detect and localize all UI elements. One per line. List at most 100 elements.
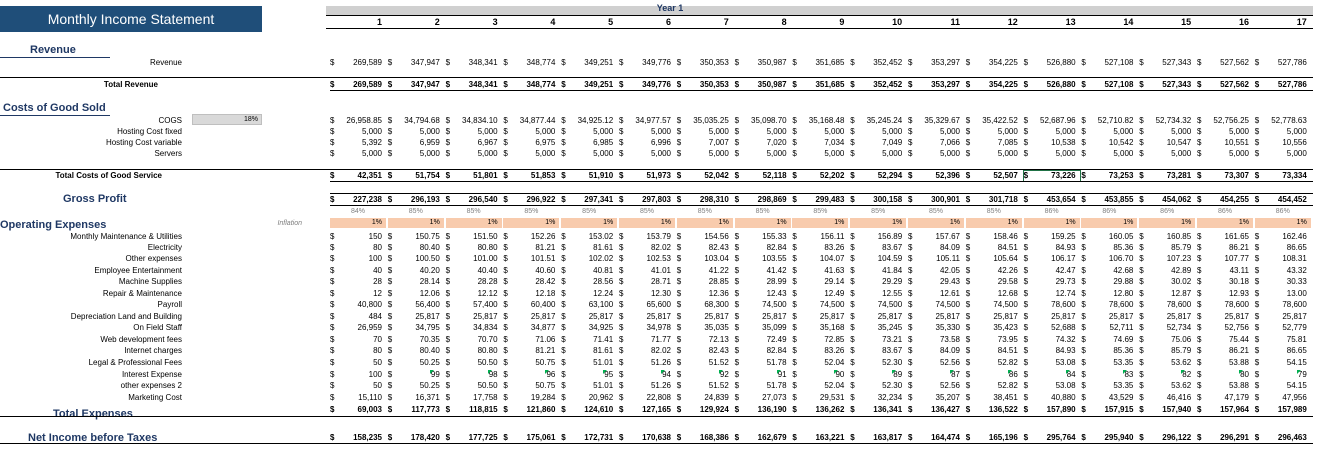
cell-internet[interactable]: $83.67 xyxy=(850,346,906,356)
cell-maintenance[interactable]: $159.25 xyxy=(1024,232,1080,242)
cell-net_income[interactable]: $295,940 xyxy=(1081,433,1137,443)
cell-interest[interactable]: $100 xyxy=(330,370,386,380)
cell-internet[interactable]: $80.80 xyxy=(446,346,502,356)
cell-electricity[interactable]: $82.84 xyxy=(735,243,791,253)
cell-entertainment[interactable]: $43.11 xyxy=(1197,266,1253,276)
cell-revenue[interactable]: $347,947 xyxy=(388,58,444,68)
cell-payroll[interactable]: $78,600 xyxy=(1139,300,1195,310)
cell-revenue[interactable]: $269,589 xyxy=(330,58,386,68)
cell-machine[interactable]: $28.71 xyxy=(619,277,675,287)
cell-total_revenue[interactable]: $348,774 xyxy=(503,80,559,90)
cell-revenue[interactable]: $351,685 xyxy=(792,58,848,68)
cell-total_cogs[interactable]: $51,853 xyxy=(503,171,559,181)
cell-marketing[interactable]: $20,962 xyxy=(561,393,617,403)
cell-total_revenue[interactable]: $348,341 xyxy=(446,80,502,90)
cell-web_dev[interactable]: $70.70 xyxy=(446,335,502,345)
cell-legal[interactable]: $51.26 xyxy=(619,358,675,368)
cell-gross_profit[interactable]: $227,238 xyxy=(330,195,386,205)
cell-machine[interactable]: $29.73 xyxy=(1024,277,1080,287)
cell-other_exp2[interactable]: $51.52 xyxy=(677,381,733,391)
cell-gross_profit[interactable]: $296,193 xyxy=(388,195,444,205)
cell-depreciation[interactable]: $25,817 xyxy=(619,312,675,322)
cell-repair[interactable]: $12.74 xyxy=(1024,289,1080,299)
cell-internet[interactable]: $81.61 xyxy=(561,346,617,356)
cell-depreciation[interactable]: $25,817 xyxy=(1255,312,1311,322)
cell-legal[interactable]: $50.75 xyxy=(503,358,559,368)
cell-entertainment[interactable]: $41.63 xyxy=(792,266,848,276)
cell-other_exp2[interactable]: $53.08 xyxy=(1024,381,1080,391)
cell-inflation[interactable]: 1% xyxy=(1197,218,1254,228)
cell-inflation[interactable]: 1% xyxy=(503,218,561,228)
cell-electricity[interactable]: $80.80 xyxy=(446,243,502,253)
cell-total_cogs[interactable]: $73,334 xyxy=(1255,171,1311,181)
cell-interest[interactable]: $91 xyxy=(735,370,791,380)
cell-servers[interactable]: $5,000 xyxy=(1024,149,1080,159)
cell-entertainment[interactable]: $40.81 xyxy=(561,266,617,276)
cell-legal[interactable]: $53.88 xyxy=(1197,358,1253,368)
cell-cogs[interactable]: $52,687.96 xyxy=(1024,116,1080,126)
cell-internet[interactable]: $80 xyxy=(330,346,386,356)
cell-legal[interactable]: $51.78 xyxy=(735,358,791,368)
cell-other_exp[interactable]: $107.23 xyxy=(1139,254,1195,264)
cell-depreciation[interactable]: $484 xyxy=(330,312,386,322)
cell-total_cogs[interactable]: $51,801 xyxy=(446,171,502,181)
cell-hosting_fixed[interactable]: $5,000 xyxy=(908,127,964,137)
cell-payroll[interactable]: $78,600 xyxy=(1024,300,1080,310)
cell-other_exp[interactable]: $104.59 xyxy=(850,254,906,264)
cell-hosting_variable[interactable]: $7,020 xyxy=(735,138,791,148)
cell-other_exp[interactable]: $105.11 xyxy=(908,254,964,264)
cell-machine[interactable]: $28 xyxy=(330,277,386,287)
cell-payroll[interactable]: $74,500 xyxy=(735,300,791,310)
cell-marketing[interactable]: $35,207 xyxy=(908,393,964,403)
cell-hosting_fixed[interactable]: $5,000 xyxy=(388,127,444,137)
cell-total_expenses[interactable]: $127,165 xyxy=(619,405,675,415)
cell-gp_pct[interactable]: 86% xyxy=(1275,208,1290,215)
cell-gp_pct[interactable]: 85% xyxy=(928,208,943,215)
cell-other_exp[interactable]: $104.07 xyxy=(792,254,848,264)
cell-maintenance[interactable]: $154.56 xyxy=(677,232,733,242)
cell-net_income[interactable]: $178,420 xyxy=(388,433,444,443)
cell-legal[interactable]: $54.15 xyxy=(1255,358,1311,368)
cell-machine[interactable]: $28.28 xyxy=(446,277,502,287)
cell-total_revenue[interactable]: $353,297 xyxy=(908,80,964,90)
cell-repair[interactable]: $12.80 xyxy=(1081,289,1137,299)
cell-net_income[interactable]: $296,291 xyxy=(1197,433,1253,443)
cell-total_cogs[interactable]: $52,042 xyxy=(677,171,733,181)
cell-gross_profit[interactable]: $453,855 xyxy=(1081,195,1137,205)
cell-repair[interactable]: $12.93 xyxy=(1197,289,1253,299)
cell-total_revenue[interactable]: $354,225 xyxy=(966,80,1022,90)
cell-machine[interactable]: $29.29 xyxy=(850,277,906,287)
cell-inflation[interactable]: 1% xyxy=(1254,218,1312,228)
cell-total_expenses[interactable]: $129,924 xyxy=(677,405,733,415)
cell-hosting_variable[interactable]: $5,392 xyxy=(330,138,386,148)
cell-depreciation[interactable]: $25,817 xyxy=(1197,312,1253,322)
cell-gp_pct[interactable]: 85% xyxy=(871,208,886,215)
cell-inflation[interactable]: 1% xyxy=(792,218,850,228)
cell-cogs[interactable]: $34,834.10 xyxy=(446,116,502,126)
cell-marketing[interactable]: $24,839 xyxy=(677,393,733,403)
cell-cogs[interactable]: $52,734.32 xyxy=(1139,116,1195,126)
cell-revenue[interactable]: $352,452 xyxy=(850,58,906,68)
cell-maintenance[interactable]: $161.65 xyxy=(1197,232,1253,242)
cell-web_dev[interactable]: $74.69 xyxy=(1081,335,1137,345)
cell-net_income[interactable]: $168,386 xyxy=(677,433,733,443)
cell-internet[interactable]: $86.21 xyxy=(1197,346,1253,356)
cell-legal[interactable]: $52.30 xyxy=(850,358,906,368)
cell-legal[interactable]: $52.82 xyxy=(966,358,1022,368)
cell-other_exp2[interactable]: $53.35 xyxy=(1081,381,1137,391)
cell-depreciation[interactable]: $25,817 xyxy=(966,312,1022,322)
cell-maintenance[interactable]: $160.05 xyxy=(1081,232,1137,242)
cell-inflation[interactable]: 1% xyxy=(908,218,965,228)
cell-hosting_variable[interactable]: $10,547 xyxy=(1139,138,1195,148)
cell-entertainment[interactable]: $42.26 xyxy=(966,266,1022,276)
cell-internet[interactable]: $82.02 xyxy=(619,346,675,356)
cell-cogs[interactable]: $34,794.68 xyxy=(388,116,444,126)
cell-total_revenue[interactable]: $527,343 xyxy=(1139,80,1195,90)
cell-hosting_variable[interactable]: $6,967 xyxy=(446,138,502,148)
cell-legal[interactable]: $50.25 xyxy=(388,358,444,368)
cell-machine[interactable]: $28.56 xyxy=(561,277,617,287)
cell-gross_profit[interactable]: $454,452 xyxy=(1255,195,1311,205)
cell-hosting_variable[interactable]: $10,551 xyxy=(1197,138,1253,148)
cell-servers[interactable]: $5,000 xyxy=(503,149,559,159)
cell-legal[interactable]: $53.08 xyxy=(1024,358,1080,368)
